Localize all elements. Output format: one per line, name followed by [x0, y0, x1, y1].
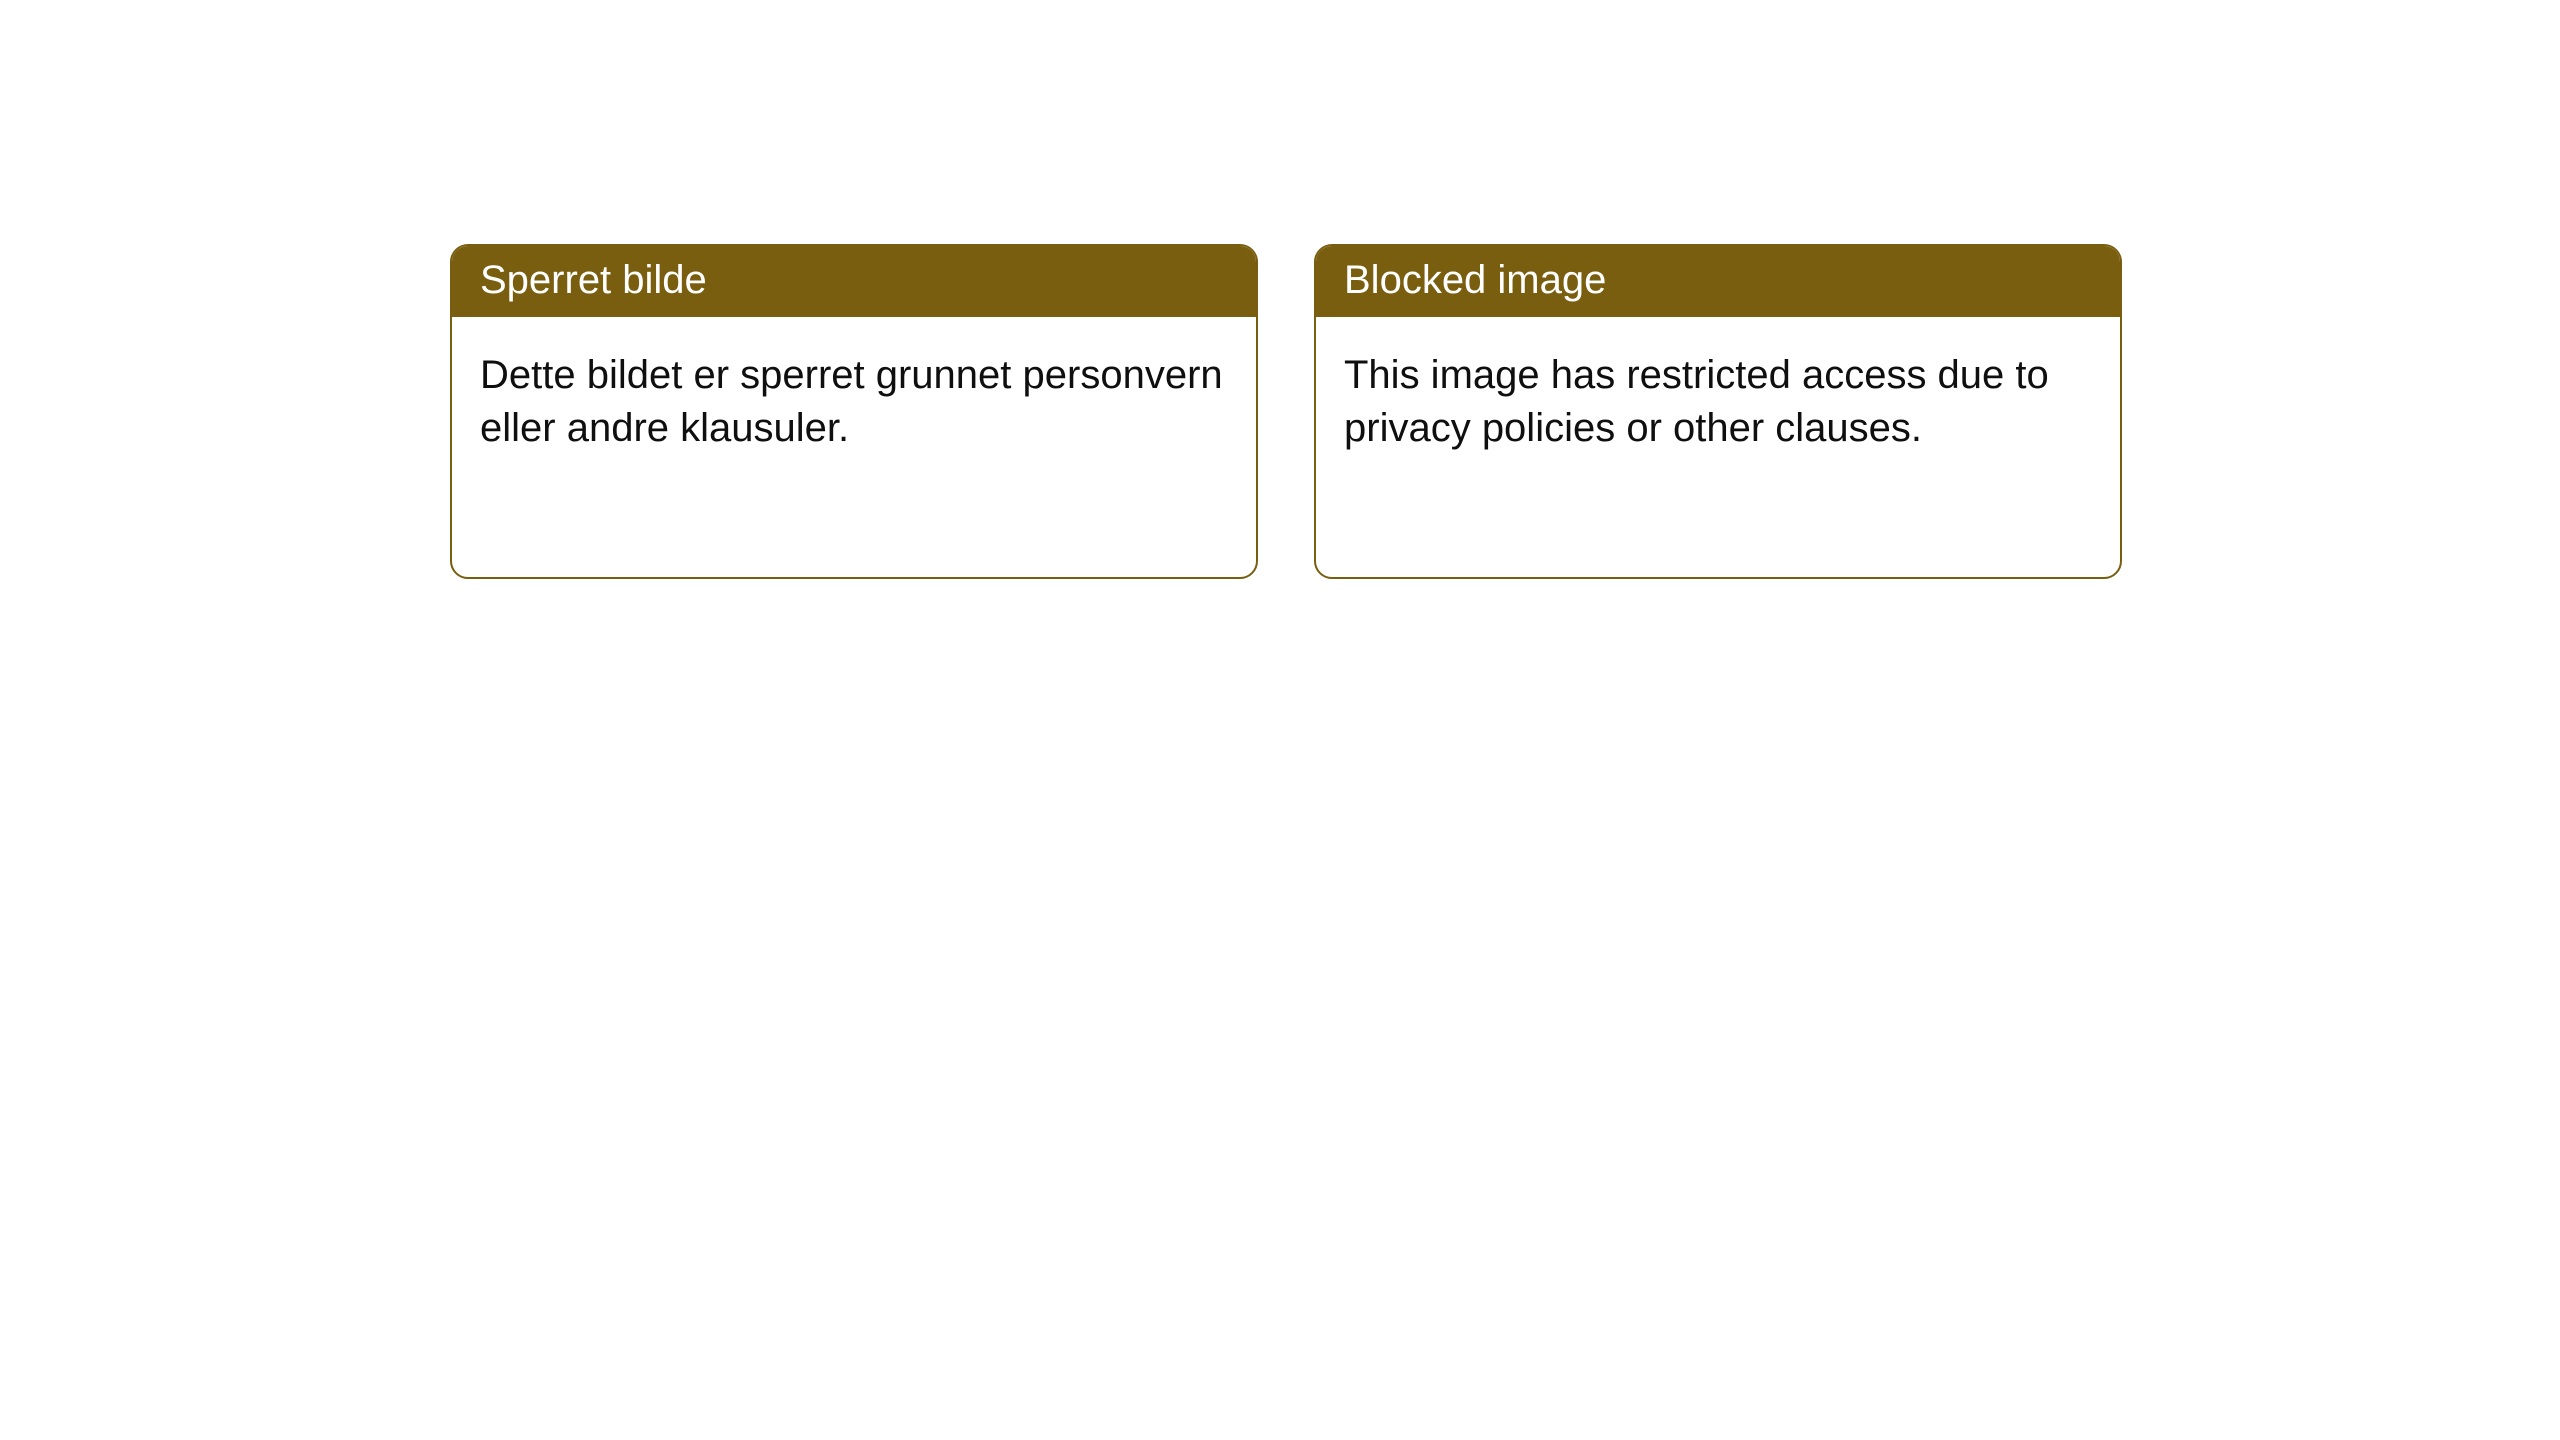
notice-body-english: This image has restricted access due to …	[1316, 317, 2120, 487]
notice-title-norwegian: Sperret bilde	[452, 246, 1256, 317]
notice-body-norwegian: Dette bildet er sperret grunnet personve…	[452, 317, 1256, 487]
notice-title-english: Blocked image	[1316, 246, 2120, 317]
notice-card-norwegian: Sperret bilde Dette bildet er sperret gr…	[450, 244, 1258, 579]
notice-container: Sperret bilde Dette bildet er sperret gr…	[450, 244, 2560, 579]
notice-card-english: Blocked image This image has restricted …	[1314, 244, 2122, 579]
